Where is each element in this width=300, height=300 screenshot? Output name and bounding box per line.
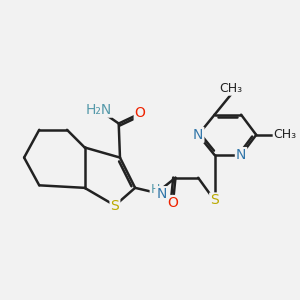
Text: O: O [167, 196, 178, 210]
Text: O: O [135, 106, 146, 120]
Text: CH₃: CH₃ [274, 128, 297, 141]
Text: H₂N: H₂N [85, 103, 112, 117]
Text: N: N [193, 128, 203, 142]
Text: N: N [156, 187, 167, 201]
Text: S: S [210, 194, 219, 208]
Text: H: H [151, 183, 160, 196]
Text: CH₃: CH₃ [219, 82, 242, 95]
Text: S: S [111, 199, 119, 212]
Text: N: N [236, 148, 246, 162]
